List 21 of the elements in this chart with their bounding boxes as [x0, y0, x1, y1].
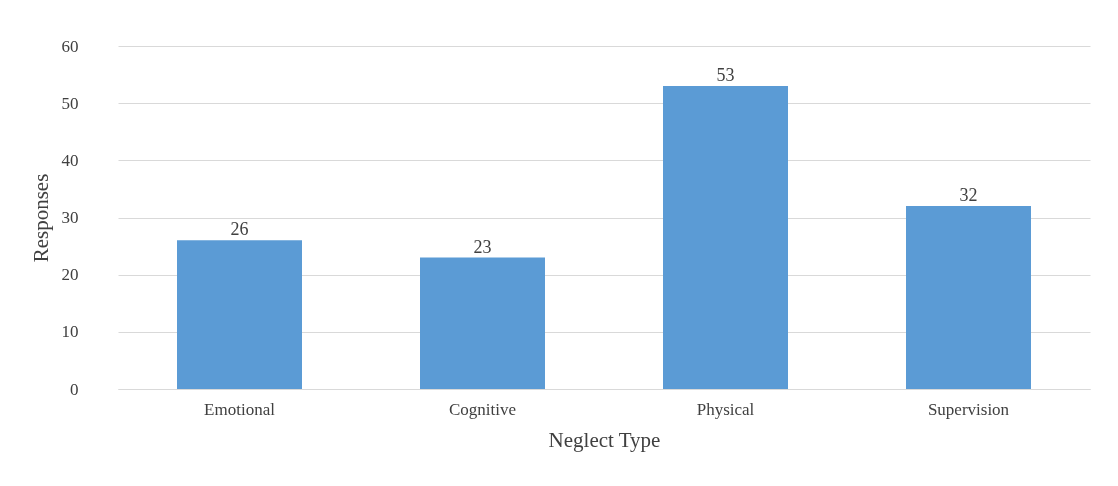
y-tick-label: 10	[61, 322, 79, 342]
y-axis-title: Responses	[28, 173, 53, 263]
y-tick-label: 20	[61, 265, 79, 285]
y-tick-label: 50	[61, 93, 79, 113]
x-tick-label: Cognitive	[448, 399, 517, 419]
x-tick-label: Supervision	[927, 399, 1010, 419]
data-label: 23	[473, 236, 492, 257]
data-label: 26	[230, 219, 249, 240]
bar	[906, 206, 1031, 389]
x-axis-title: Neglect Type	[548, 427, 661, 452]
y-tick-label: 30	[61, 208, 79, 227]
y-tick-label: 0	[70, 379, 79, 399]
x-tick-label: Physical	[696, 399, 755, 419]
bar	[663, 86, 788, 389]
bar	[177, 240, 302, 389]
y-tick-label: 40	[61, 150, 79, 170]
data-label: 53	[716, 65, 735, 86]
y-tick-label: 60	[61, 36, 79, 56]
data-label: 32	[959, 185, 978, 206]
x-tick-label: Emotional	[204, 399, 276, 419]
bar	[420, 257, 545, 389]
